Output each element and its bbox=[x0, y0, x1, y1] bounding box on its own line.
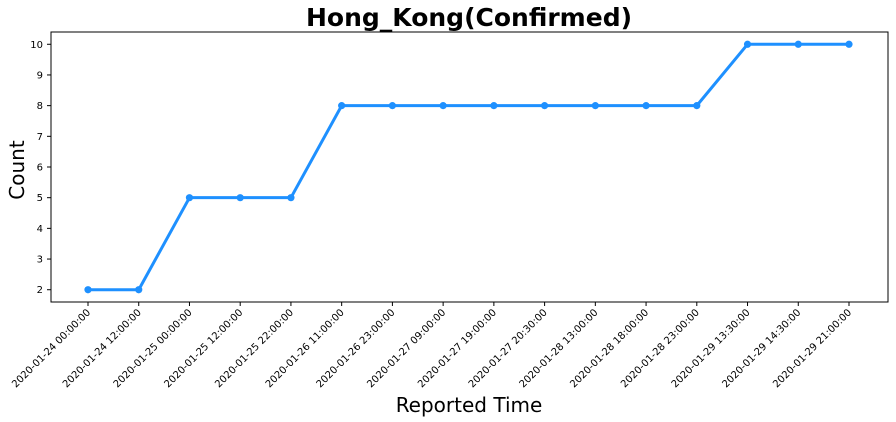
data-point bbox=[287, 194, 295, 202]
data-point bbox=[439, 102, 447, 110]
data-point bbox=[388, 102, 396, 110]
y-tick-label: 7 bbox=[37, 132, 43, 143]
data-point bbox=[84, 286, 92, 294]
data-point bbox=[135, 286, 143, 294]
series-line bbox=[88, 42, 849, 292]
y-tick-label: 10 bbox=[30, 40, 43, 51]
data-point bbox=[845, 40, 853, 48]
y-axis-label: Count bbox=[5, 140, 29, 200]
y-tick-label: 9 bbox=[37, 70, 43, 81]
y-tick-label: 6 bbox=[37, 163, 43, 174]
data-point bbox=[490, 102, 498, 110]
data-point bbox=[541, 102, 549, 110]
data-point bbox=[185, 194, 194, 202]
data-point bbox=[338, 102, 346, 110]
y-tick-label: 4 bbox=[37, 224, 43, 235]
data-point bbox=[642, 102, 650, 110]
data-point bbox=[693, 102, 701, 110]
data-point bbox=[794, 40, 802, 48]
chart-title: Hong_Kong(Confirmed) bbox=[306, 3, 632, 32]
data-point bbox=[743, 40, 752, 48]
series-group bbox=[84, 40, 853, 294]
data-point bbox=[591, 102, 599, 110]
data-point bbox=[236, 194, 244, 202]
y-tick-label: 5 bbox=[37, 193, 43, 204]
y-tick-label: 2 bbox=[37, 285, 43, 296]
x-axis-label: Reported Time bbox=[396, 393, 543, 417]
y-tick-label: 3 bbox=[37, 255, 43, 266]
plot-frame bbox=[50, 31, 889, 303]
y-tick-label: 8 bbox=[37, 101, 43, 112]
